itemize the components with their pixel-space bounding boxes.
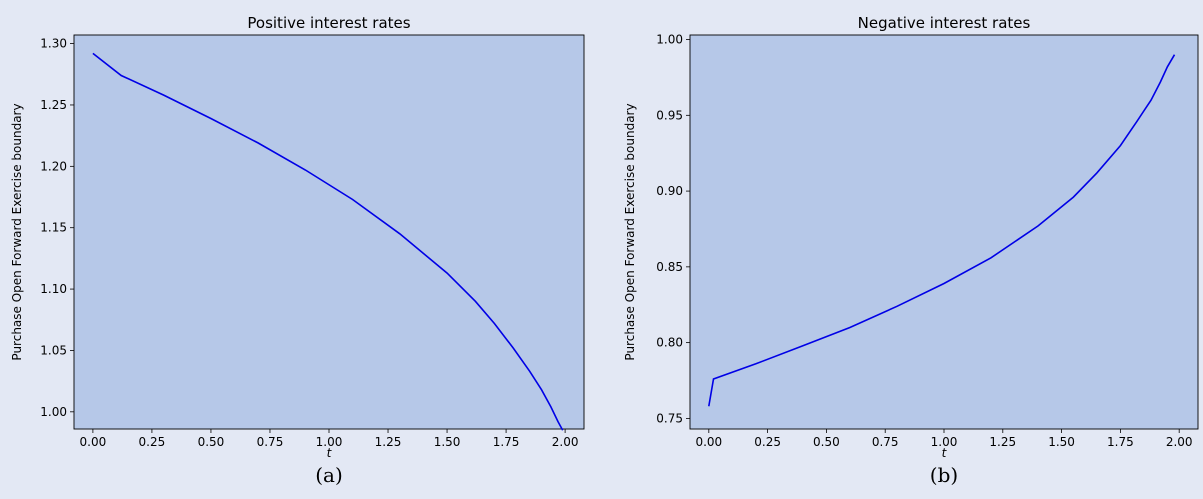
x-tick-label: 1.25 [989,435,1016,449]
chart-positive-rates: 0.00 0.25 0.50 0.75 1.00 1.25 1.50 1.75 2.00 1.0… [10,14,585,487]
x-axis-label: t [327,446,333,460]
x-tick-label: 1.75 [1107,435,1134,449]
y-tick-label: 1.20 [40,159,67,173]
plot-area [73,34,585,430]
y-tick-label: 0.85 [656,260,683,274]
panel-caption: (b) [930,463,958,487]
y-tick-label: 1.00 [656,33,683,47]
x-tick-label: 0.75 [257,435,284,449]
x-tick-label: 1.50 [1048,435,1075,449]
x-axis-ticks: 0.00 0.25 0.50 0.75 1.00 1.25 1.50 1.75 2.00 [80,429,579,449]
y-tick-label: 1.00 [40,405,67,419]
y-tick-label: 1.30 [40,37,67,51]
chart-title: Negative interest rates [858,14,1031,32]
x-tick-label: 0.00 [695,435,722,449]
x-tick-label: 1.75 [493,435,520,449]
x-tick-label: 0.00 [80,435,107,449]
y-tick-label: 1.25 [40,98,67,112]
x-tick-label: 0.25 [754,435,781,449]
x-tick-label: 1.00 [316,435,343,449]
y-tick-label: 1.15 [40,221,67,235]
x-axis-label: t [942,446,948,460]
x-tick-label: 0.50 [813,435,840,449]
plot-area [689,34,1199,430]
series-line [708,54,1176,407]
x-tick-label: 0.75 [872,435,899,449]
y-tick-label: 0.90 [656,184,683,198]
y-axis-label: Purchase Open Forward Exercise boundary [623,103,637,360]
x-axis-ticks: 0.00 0.25 0.50 0.75 1.00 1.25 1.50 1.75 2.00 [695,429,1193,449]
y-tick-label: 0.80 [656,336,683,350]
x-tick-label: 1.25 [375,435,402,449]
y-tick-label: 0.75 [656,411,683,425]
y-axis-label: Purchase Open Forward Exercise boundary [10,103,24,360]
series-line [92,52,564,431]
x-tick-label: 1.00 [931,435,958,449]
y-tick-label: 0.95 [656,108,683,122]
panel-caption: (a) [315,463,343,487]
x-tick-label: 0.25 [139,435,166,449]
x-tick-label: 0.50 [198,435,225,449]
chart-title: Positive interest rates [247,14,410,32]
x-tick-label: 2.00 [1166,435,1193,449]
chart-negative-rates: 0.00 0.25 0.50 0.75 1.00 1.25 1.50 1.75 2.00 0.7… [623,14,1199,487]
y-axis-ticks: 1.00 1.05 1.10 1.15 1.20 1.25 1.30 [40,37,74,419]
y-tick-label: 1.05 [40,343,67,357]
y-tick-label: 1.10 [40,282,67,296]
x-tick-label: 1.50 [434,435,461,449]
x-tick-label: 2.00 [552,435,579,449]
y-axis-ticks: 0.75 0.80 0.85 0.90 0.95 1.00 [656,33,690,425]
